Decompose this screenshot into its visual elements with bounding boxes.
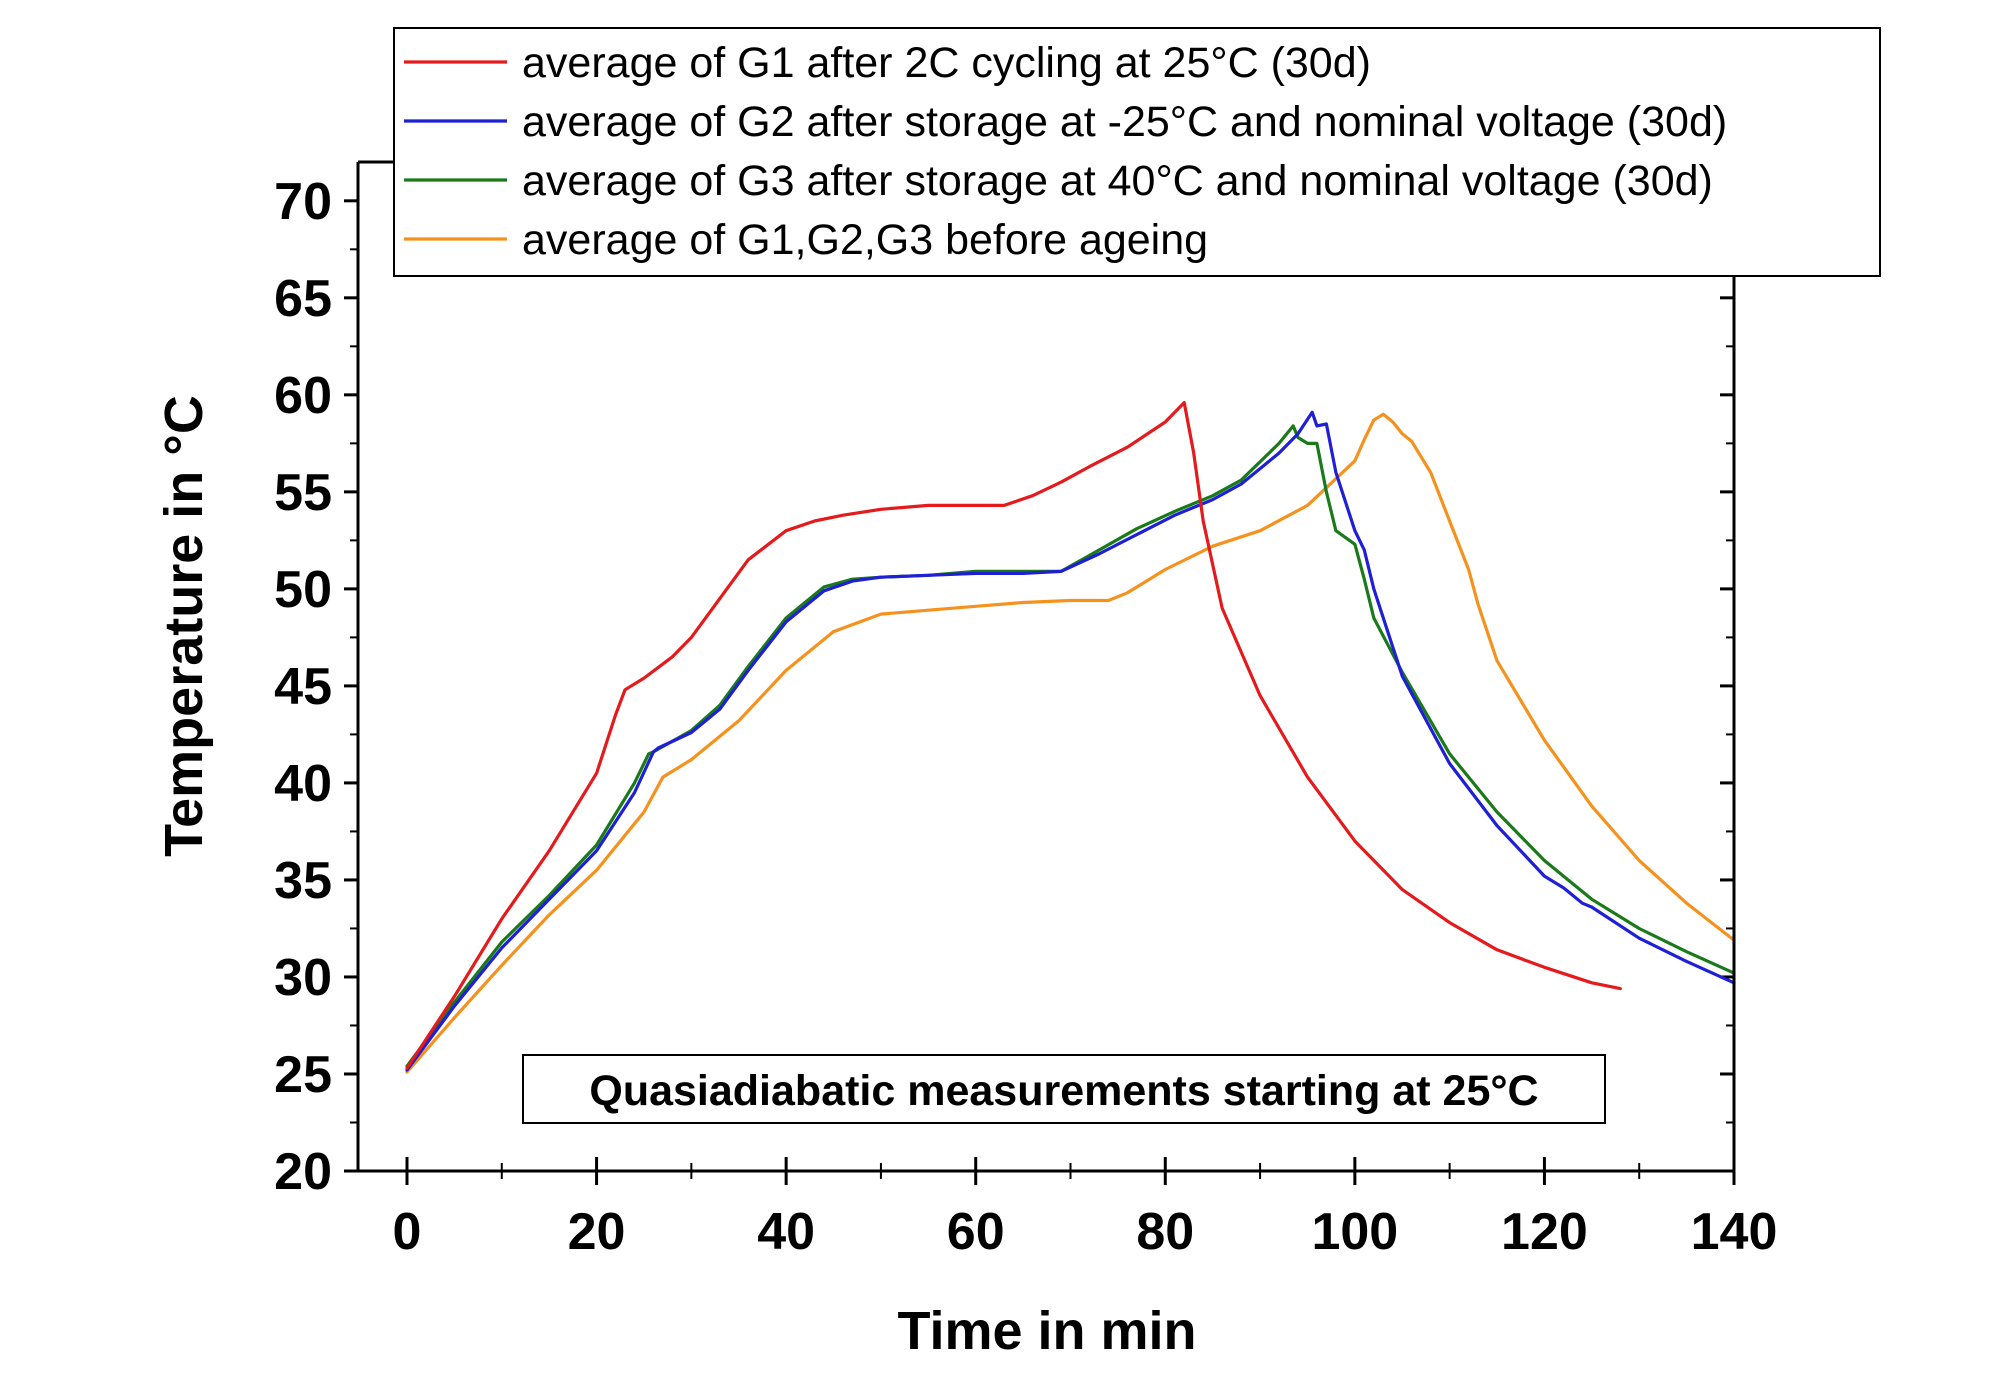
- y-tick-label: 50: [274, 561, 332, 619]
- y-axis-title: Temperature in °C: [154, 395, 214, 857]
- legend-label-4: average of G1,G2,G3 before ageing: [522, 216, 1208, 264]
- legend-label-2: average of G2 after storage at -25°C and…: [522, 98, 1727, 146]
- y-tick-label: 65: [274, 270, 332, 328]
- x-tick-label: 120: [1501, 1203, 1588, 1261]
- series-line-2: [405, 410, 1736, 1072]
- y-tick-label: 70: [274, 173, 332, 231]
- major-ticks: [344, 199, 1736, 1185]
- y-tick-label: 25: [274, 1046, 332, 1104]
- legend-items: average of G1 after 2C cycling at 25°C (…: [404, 39, 1727, 264]
- annotation-box: Quasiadiabatic measurements starting at …: [522, 1054, 1606, 1124]
- y-tick-label: 35: [274, 852, 332, 910]
- x-tick-label: 100: [1311, 1203, 1398, 1261]
- legend-box: [393, 27, 1881, 277]
- y-tick-label: 45: [274, 658, 332, 716]
- x-tick-label: 60: [947, 1203, 1005, 1261]
- x-tick-label: 40: [757, 1203, 815, 1261]
- y-tick-label: 60: [274, 367, 332, 425]
- legend-label-3: average of G3 after storage at 40°C and …: [522, 157, 1713, 205]
- x-tick-label: 20: [568, 1203, 626, 1261]
- y-tick-label: 40: [274, 755, 332, 813]
- x-tick-label: 0: [393, 1203, 422, 1261]
- legend-label-1: average of G1 after 2C cycling at 25°C (…: [522, 39, 1371, 87]
- series-line-1: [405, 401, 1622, 1070]
- x-tick-label: 80: [1136, 1203, 1194, 1261]
- legend: average of G1 after 2C cycling at 25°C (…: [393, 27, 1881, 277]
- y-tick-labels: 20 25 30 35 40 45 50 55 60 65 70: [274, 173, 332, 1201]
- series-line-4: [405, 412, 1736, 1074]
- x-tick-labels: 0 20 40 60 80 100 120 140: [393, 1203, 1778, 1261]
- x-axis-title: Time in min: [897, 1301, 1196, 1361]
- minor-ticks: [350, 248, 1734, 1179]
- annotation-text: Quasiadiabatic measurements starting at …: [589, 1067, 1538, 1115]
- y-tick-label: 30: [274, 949, 332, 1007]
- series-lines: [405, 401, 1736, 1074]
- y-tick-label: 20: [274, 1143, 332, 1201]
- y-tick-label: 55: [274, 464, 332, 522]
- x-tick-label: 140: [1691, 1203, 1778, 1261]
